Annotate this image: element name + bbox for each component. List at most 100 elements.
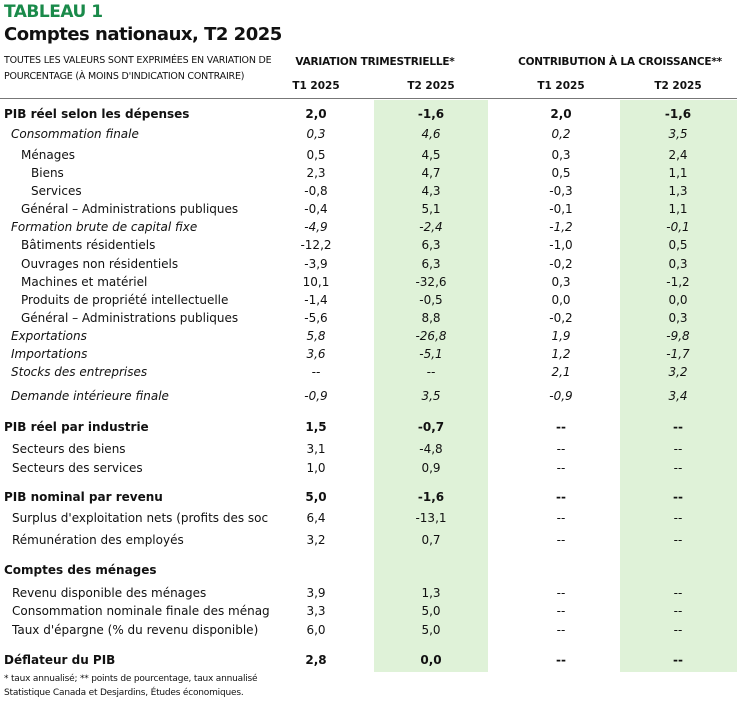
row-label: Formation brute de capital fixe [11, 220, 198, 234]
cell-value: -4,8 [419, 442, 443, 456]
cell-value: 3,2 [306, 533, 326, 547]
cell-value: -- [673, 604, 683, 618]
cell-value: -13,1 [415, 511, 447, 525]
table-row: PIB réel selon les dépenses 2,0 -1,6 2,0 -1,… [0, 105, 737, 123]
table-row: Produits de propriété intellectuelle -1,4… [0, 291, 737, 309]
cell-value: 0,3 [668, 257, 688, 271]
cell-value: -1,4 [304, 293, 328, 307]
table-row: Consommation nominale finale des ménag 3,… [0, 602, 737, 620]
highlight-column-t2-contribution [620, 100, 737, 672]
cell-value: -- [556, 604, 566, 618]
table-row: Revenu disponible des ménages 3,9 1,3 -- -- [0, 584, 737, 602]
cell-value: 3,5 [421, 389, 441, 403]
table-row: Demande intérieure finale -0,9 3,5 -0,9 3,4 [0, 387, 737, 405]
row-label: Exportations [11, 329, 87, 343]
cell-value: -- [556, 511, 566, 525]
table-row: Ouvrages non résidentiels -3,9 6,3 -0,2 0,3 [0, 255, 737, 273]
row-label: Rémunération des employés [12, 533, 184, 547]
cell-value: -26,8 [415, 329, 447, 343]
cell-value: 1,1 [668, 202, 688, 216]
table-row: Consommation finale 0,3 4,6 0,2 3,5 [0, 125, 737, 143]
cell-value: 1,3 [668, 184, 688, 198]
cell-value: -- [556, 653, 566, 667]
table-row: Biens 2,3 4,7 0,5 1,1 [0, 164, 737, 182]
cell-value: -1,2 [666, 275, 690, 289]
cell-value: 1,2 [551, 347, 571, 361]
row-label: Produits de propriété intellectuelle [21, 293, 229, 307]
cell-value: 3,3 [306, 604, 326, 618]
cell-value: -4,9 [304, 220, 328, 234]
cell-value: -- [556, 442, 566, 456]
row-label: Déflateur du PIB [4, 653, 116, 667]
footnote: * taux annualisé; ** points de pourcenta… [4, 674, 258, 684]
cell-value: 3,6 [306, 347, 326, 361]
col-header: T2 2025 [407, 80, 455, 92]
row-label: Général – Administrations publiques [21, 311, 239, 325]
header-divider [0, 98, 737, 99]
cell-value: -5,6 [304, 311, 328, 325]
row-label: Surplus d'exploitation nets (profits des… [12, 511, 269, 525]
cell-value: 0,2 [551, 127, 571, 141]
cell-value: 0,5 [551, 166, 571, 180]
cell-value: 2,1 [551, 365, 571, 379]
row-label: Services [31, 184, 82, 198]
highlight-column-t2-variation [374, 100, 488, 672]
cell-value: 3,1 [306, 442, 326, 456]
group-header-variation: VARIATION TRIMESTRIELLE* [295, 56, 455, 68]
row-label: PIB réel par industrie [4, 420, 149, 434]
cell-value: -- [556, 586, 566, 600]
row-label: Secteurs des biens [12, 442, 126, 456]
cell-value: -- [556, 533, 566, 547]
cell-value: 2,0 [550, 107, 572, 121]
row-label: PIB réel selon les dépenses [4, 107, 190, 121]
cell-value: 2,0 [305, 107, 327, 121]
cell-value: 0,5 [668, 238, 688, 252]
cell-value: 1,1 [668, 166, 688, 180]
cell-value: -0,2 [549, 311, 573, 325]
row-label: Secteurs des services [12, 461, 143, 475]
cell-value: 0,3 [551, 275, 571, 289]
cell-value: -9,8 [666, 329, 690, 343]
row-label: Demande intérieure finale [11, 389, 169, 403]
cell-value: -32,6 [415, 275, 447, 289]
cell-value: 3,9 [306, 586, 326, 600]
table-row: Comptes des ménages [0, 561, 737, 579]
cell-value: 5,1 [421, 202, 441, 216]
source-note: Statistique Canada et Desjardins, Études… [4, 688, 244, 698]
cell-value: -- [673, 586, 683, 600]
cell-value: -0,1 [666, 220, 690, 234]
col-header: T2 2025 [654, 80, 702, 92]
cell-value: 0,0 [551, 293, 571, 307]
cell-value: 0,3 [306, 127, 326, 141]
cell-value: 6,0 [306, 623, 326, 637]
cell-value: -1,0 [549, 238, 573, 252]
table-row: Formation brute de capital fixe -4,9 -2,4 -… [0, 218, 737, 236]
cell-value: 4,5 [421, 148, 441, 162]
cell-value: -- [556, 623, 566, 637]
table-row: Services -0,8 4,3 -0,3 1,3 [0, 182, 737, 200]
cell-value: -- [673, 442, 683, 456]
cell-value: 1,9 [551, 329, 571, 343]
row-label: Consommation nominale finale des ménag [12, 604, 270, 618]
table-row: Bâtiments résidentiels -12,2 6,3 -1,0 0,5 [0, 236, 737, 254]
cell-value: -0,9 [304, 389, 328, 403]
table-row: Général – Administrations publiques -5,6 8… [0, 309, 737, 327]
cell-value: 8,8 [421, 311, 441, 325]
col-header: T1 2025 [537, 80, 585, 92]
table-kicker: TABLEAU 1 [4, 2, 103, 22]
cell-value: -- [673, 490, 683, 504]
cell-value: 4,6 [421, 127, 441, 141]
cell-value: -- [311, 365, 321, 379]
cell-value: -- [673, 653, 683, 667]
cell-value: -0,5 [419, 293, 443, 307]
cell-value: 6,3 [421, 238, 441, 252]
row-label: Machines et matériel [21, 275, 148, 289]
cell-value: 3,2 [668, 365, 688, 379]
table-row: Rémunération des employés 3,2 0,7 -- -- [0, 531, 737, 549]
cell-value: -0,2 [549, 257, 573, 271]
cell-value: -0,3 [549, 184, 573, 198]
row-label: Stocks des entreprises [11, 365, 148, 379]
cell-value: -- [673, 511, 683, 525]
table-title: Comptes nationaux, T2 2025 [4, 24, 282, 45]
